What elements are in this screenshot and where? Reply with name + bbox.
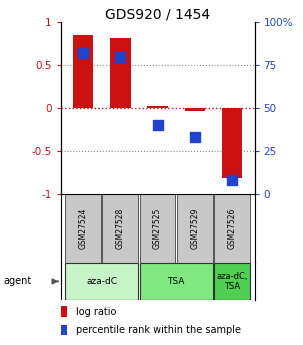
- Text: agent: agent: [3, 276, 31, 286]
- Text: aza-dC,
TSA: aza-dC, TSA: [216, 272, 248, 291]
- Point: [155, 122, 160, 128]
- Text: percentile rank within the sample: percentile rank within the sample: [76, 325, 241, 335]
- Bar: [147, 106, 168, 108]
- Title: GDS920 / 1454: GDS920 / 1454: [105, 7, 210, 21]
- Bar: [65, 194, 101, 263]
- Bar: [214, 194, 250, 263]
- Bar: [110, 38, 131, 108]
- Bar: [140, 263, 213, 300]
- Text: TSA: TSA: [168, 277, 185, 286]
- Text: GSM27524: GSM27524: [78, 208, 88, 249]
- Point: [118, 54, 123, 59]
- Bar: [185, 108, 205, 111]
- Text: GSM27525: GSM27525: [153, 208, 162, 249]
- Bar: [140, 194, 175, 263]
- Point: [230, 177, 235, 183]
- Text: GSM27526: GSM27526: [228, 208, 237, 249]
- Text: GSM27528: GSM27528: [116, 208, 125, 249]
- Bar: [214, 263, 250, 300]
- Text: aza-dC: aza-dC: [86, 277, 117, 286]
- Bar: [73, 35, 93, 108]
- Bar: [102, 194, 138, 263]
- Point: [192, 134, 197, 140]
- Bar: [61, 306, 67, 317]
- Text: log ratio: log ratio: [76, 307, 116, 317]
- Bar: [61, 325, 67, 335]
- Text: GSM27529: GSM27529: [190, 208, 199, 249]
- Point: [81, 50, 85, 56]
- Bar: [65, 263, 138, 300]
- Bar: [222, 108, 242, 178]
- Bar: [177, 194, 213, 263]
